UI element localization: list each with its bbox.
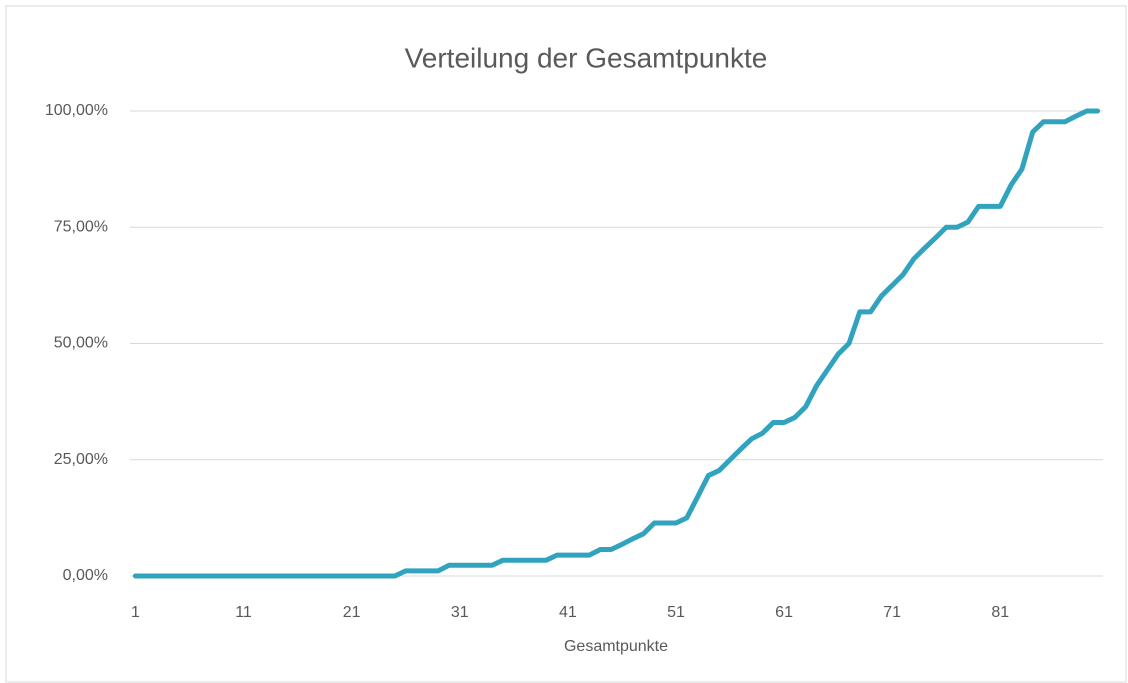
y-tick-label: 25,00%: [54, 451, 108, 468]
x-tick-label: 81: [991, 604, 1009, 621]
x-tick-label: 11: [235, 604, 252, 621]
chart-title: Verteilung der Gesamtpunkte: [405, 42, 768, 73]
x-tick-label: 61: [775, 604, 793, 621]
x-tick-label: 41: [559, 604, 577, 621]
x-tick-label: 71: [883, 604, 901, 621]
y-tick-label: 50,00%: [54, 335, 108, 352]
x-tick-label: 31: [451, 604, 469, 621]
x-tick-label: 21: [343, 604, 361, 621]
x-tick-label: 1: [131, 604, 140, 621]
x-tick-label: 51: [667, 604, 685, 621]
y-tick-label: 100,00%: [45, 102, 108, 119]
data-line: [132, 108, 1101, 579]
y-tick-label: 75,00%: [54, 218, 108, 235]
x-axis-label: Gesamtpunkte: [564, 638, 668, 655]
y-tick-label: 0,00%: [63, 567, 108, 584]
